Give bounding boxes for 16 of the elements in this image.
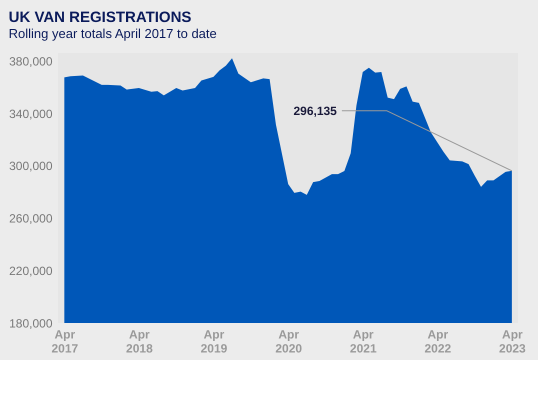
y-tick-label: 300,000 [9, 159, 53, 174]
chart-title: UK VAN REGISTRATIONS [8, 9, 192, 26]
y-tick-label: 180,000 [9, 316, 53, 330]
x-tick-label: Apr 2018 [126, 328, 154, 356]
annotation: 296,135 [293, 104, 338, 118]
y-tick-label: 380,000 [9, 54, 53, 68]
x-tick-label: Apr 2022 [424, 328, 452, 356]
y-tick-label: 260,000 [9, 212, 53, 226]
chart-subtitle: Rolling year totals April 2017 to date [8, 26, 217, 41]
x-tick-label: Apr 2017 [51, 328, 78, 356]
y-tick-label: 220,000 [9, 264, 53, 278]
x-tick-label: Apr 2021 [350, 328, 377, 356]
x-tick-label: Apr 2020 [275, 328, 302, 356]
x-tick-label: Apr 2023 [499, 328, 526, 356]
x-tick-label: Apr 2019 [200, 328, 228, 356]
y-tick-label: 340,000 [9, 106, 53, 121]
